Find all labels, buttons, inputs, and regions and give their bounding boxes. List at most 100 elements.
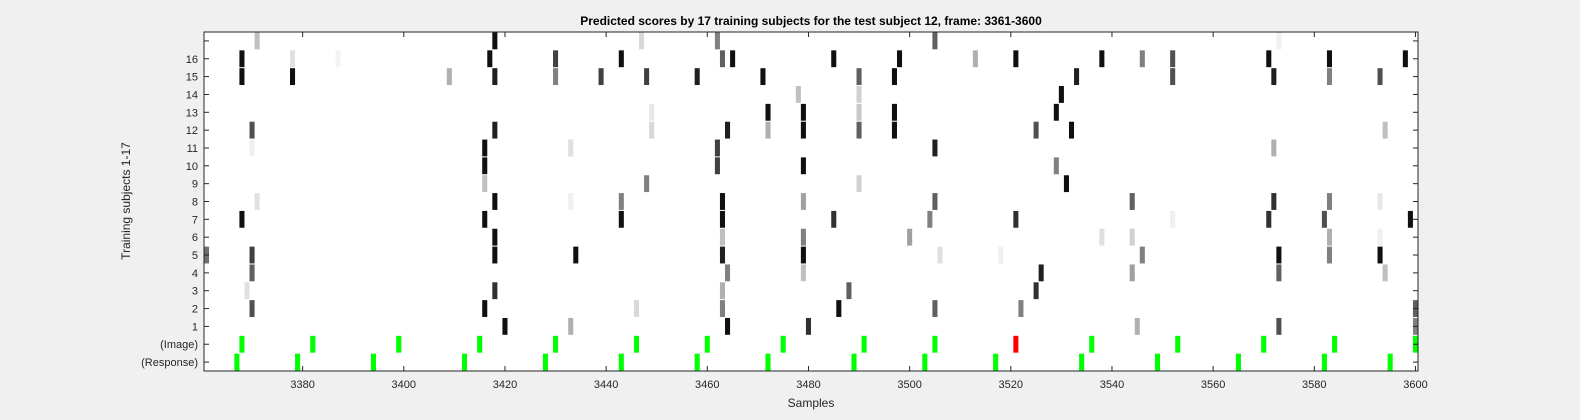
heatmap-cell xyxy=(239,335,245,353)
x-tick-label: 3520 xyxy=(999,379,1023,391)
heatmap-cell xyxy=(289,50,296,68)
heatmap-cell xyxy=(239,50,245,68)
heatmap-cell xyxy=(492,193,498,210)
heatmap-cell xyxy=(1079,353,1085,371)
heatmap-cell xyxy=(932,300,938,317)
heatmap-cell xyxy=(1326,228,1333,246)
heatmap-cell xyxy=(932,193,938,210)
heatmap-cell xyxy=(922,353,928,371)
heatmap-cell xyxy=(482,139,488,157)
heatmap-cell xyxy=(831,50,837,68)
heatmap-cell xyxy=(1139,246,1145,264)
heatmap-cell xyxy=(1129,264,1135,282)
heatmap-cell xyxy=(1377,246,1383,264)
x-tick-label: 3540 xyxy=(1100,379,1124,391)
heatmap-cell xyxy=(568,139,574,157)
heatmap-cell xyxy=(1018,300,1024,317)
y-tick-label: 12 xyxy=(186,125,198,137)
heatmap-cell xyxy=(932,32,938,50)
heatmap-cell xyxy=(1058,86,1064,103)
heatmap-cell xyxy=(542,353,548,371)
heatmap-cell xyxy=(1266,50,1272,68)
y-tick-label: 10 xyxy=(186,161,198,173)
x-tick-label: 3480 xyxy=(796,379,820,391)
heatmap-cell xyxy=(396,335,402,353)
heatmap-cell xyxy=(502,317,508,335)
heatmap-cell xyxy=(1139,50,1145,68)
heatmap-cell xyxy=(649,121,655,139)
heatmap-cell xyxy=(310,335,316,353)
heatmap-cell xyxy=(1033,121,1039,139)
heatmap-cell xyxy=(482,175,488,193)
heatmap-cell xyxy=(1074,68,1080,86)
heatmap-cell xyxy=(477,335,483,353)
y-tick-label: 5 xyxy=(192,250,198,262)
heatmap-cell xyxy=(639,32,645,50)
y-axis-label: Training subjects 1-17 xyxy=(119,142,133,260)
chart-title: Predicted scores by 17 training subjects… xyxy=(580,14,1042,28)
heatmap-cell xyxy=(694,353,700,371)
heatmap-cell xyxy=(765,103,771,121)
heatmap-cell xyxy=(249,121,255,139)
heatmap-cell xyxy=(932,139,938,157)
y-tick-label: 8 xyxy=(192,197,198,209)
heatmap-cell xyxy=(1407,210,1413,228)
heatmap-cell xyxy=(492,121,498,139)
y-tick-label: 14 xyxy=(186,89,198,101)
heatmap-cell xyxy=(598,68,604,86)
heatmap-cell xyxy=(239,68,245,86)
heatmap-cell xyxy=(254,32,260,50)
heatmap-cell xyxy=(633,335,640,353)
y-tick-label: 2 xyxy=(192,304,198,316)
heatmap-cell xyxy=(1377,193,1383,210)
heatmap-cell xyxy=(836,300,842,317)
heatmap-cell xyxy=(1129,228,1135,246)
heatmap-cell xyxy=(644,175,650,193)
heatmap-cell xyxy=(370,353,376,371)
heatmap-cell xyxy=(1099,50,1105,68)
heatmap-cell xyxy=(896,50,903,68)
heatmap-cell xyxy=(553,68,559,86)
heatmap-cell xyxy=(482,157,488,175)
heatmap-cell xyxy=(725,264,731,282)
heatmap-cell xyxy=(492,246,498,264)
x-tick-label: 3560 xyxy=(1201,379,1225,391)
heatmap-cell xyxy=(335,50,341,68)
heatmap-cell xyxy=(932,335,938,353)
heatmap-cell xyxy=(1170,210,1176,228)
heatmap-cell xyxy=(1013,50,1019,68)
heatmap-cell xyxy=(492,282,498,300)
heatmap-cell xyxy=(993,353,999,371)
heatmap-cell xyxy=(1235,353,1241,371)
x-tick-label: 3440 xyxy=(594,379,618,391)
heatmap-cell xyxy=(800,264,806,282)
heatmap-cell xyxy=(1154,353,1161,371)
y-tick-label: 16 xyxy=(186,54,198,66)
heatmap-cell xyxy=(249,300,255,317)
heatmap-cell xyxy=(851,353,857,371)
heatmap-cell xyxy=(1013,210,1019,228)
x-axis-label: Samples xyxy=(788,396,835,410)
heatmap-cell xyxy=(1326,246,1333,264)
heatmap-cell xyxy=(1261,335,1267,353)
heatmap-cell xyxy=(249,246,255,264)
heatmap-cell xyxy=(725,317,731,335)
heatmap-cell xyxy=(568,317,574,335)
heatmap-cell xyxy=(1321,353,1327,371)
heatmap-cell xyxy=(856,103,862,121)
heatmap-cell xyxy=(719,300,726,317)
heatmap-cell xyxy=(618,353,624,371)
x-tick-label: 3580 xyxy=(1302,379,1326,391)
heatmap-cell xyxy=(856,86,862,103)
heatmap-cell xyxy=(1266,210,1272,228)
heatmap-cell xyxy=(618,50,624,68)
heatmap-cell xyxy=(633,300,640,317)
heatmap-cell xyxy=(719,282,726,300)
heatmap-cell xyxy=(719,193,726,210)
heatmap-cell xyxy=(1276,264,1282,282)
heatmap-cell xyxy=(730,50,736,68)
heatmap-cell xyxy=(800,193,806,210)
heatmap-cell xyxy=(1377,228,1383,246)
heatmap-cell xyxy=(461,353,468,371)
